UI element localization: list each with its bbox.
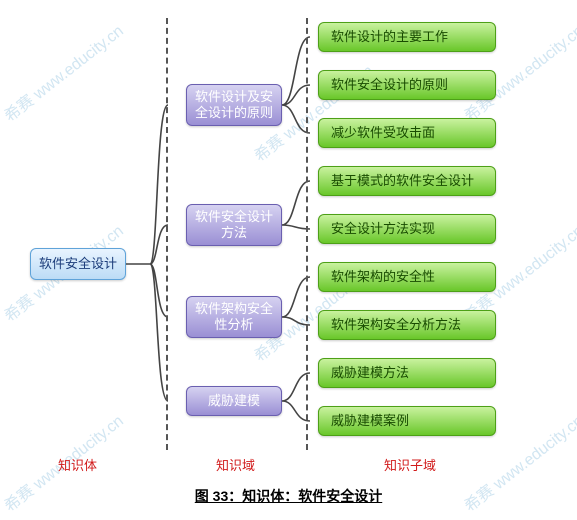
leaf-node: 软件设计的主要工作	[318, 22, 496, 52]
leaf-label: 威胁建模方法	[331, 365, 409, 381]
leaf-node: 威胁建模方法	[318, 358, 496, 388]
column-divider	[306, 18, 308, 450]
leaf-node: 安全设计方法实现	[318, 214, 496, 244]
watermark: 希赛 www.educity.cn	[0, 18, 127, 127]
column-divider	[166, 18, 168, 450]
root-node: 软件安全设计	[30, 248, 126, 280]
column-label-domain: 知识域	[216, 455, 255, 474]
root-label: 软件安全设计	[39, 256, 117, 272]
domain-node-d1: 软件设计及安全设计的原则	[186, 84, 282, 126]
leaf-node: 基于模式的软件安全设计	[318, 166, 496, 196]
domain-label: 软件安全设计方法	[193, 209, 275, 242]
figure-caption: 图 33：知识体：软件安全设计	[0, 486, 577, 506]
leaf-node: 软件架构的安全性	[318, 262, 496, 292]
domain-label: 威胁建模	[208, 393, 260, 409]
column-label-root: 知识体	[58, 455, 97, 474]
leaf-node: 威胁建模案例	[318, 406, 496, 436]
domain-node-d3: 软件架构安全性分析	[186, 296, 282, 338]
leaf-node: 减少软件受攻击面	[318, 118, 496, 148]
diagram-canvas: 希赛 www.educity.cn 希赛 www.educity.cn 希赛 w…	[0, 0, 577, 520]
domain-label: 软件设计及安全设计的原则	[193, 89, 275, 122]
leaf-label: 软件架构的安全性	[331, 269, 435, 285]
leaf-label: 安全设计方法实现	[331, 221, 435, 237]
leaf-label: 减少软件受攻击面	[331, 125, 435, 141]
leaf-label: 基于模式的软件安全设计	[331, 173, 474, 189]
leaf-label: 威胁建模案例	[331, 413, 409, 429]
leaf-label: 软件安全设计的原则	[331, 77, 448, 93]
leaf-label: 软件架构安全分析方法	[331, 317, 461, 333]
leaf-node: 软件架构安全分析方法	[318, 310, 496, 340]
leaf-label: 软件设计的主要工作	[331, 29, 448, 45]
domain-label: 软件架构安全性分析	[193, 301, 275, 334]
leaf-node: 软件安全设计的原则	[318, 70, 496, 100]
column-label-leaf: 知识子域	[384, 455, 436, 474]
domain-node-d4: 威胁建模	[186, 386, 282, 416]
domain-node-d2: 软件安全设计方法	[186, 204, 282, 246]
